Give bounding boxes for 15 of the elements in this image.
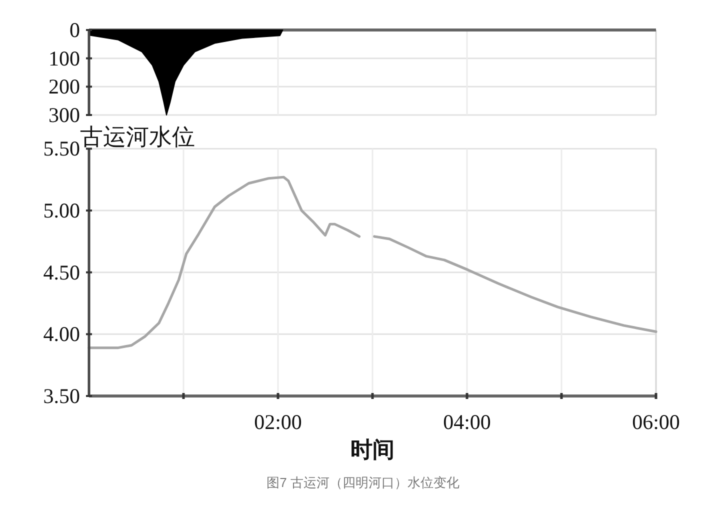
- y-tick-label: 4.00: [43, 322, 80, 346]
- y-axis-title: 古运河水位: [80, 124, 195, 150]
- y-tick-label: 5.00: [43, 198, 80, 223]
- x-tick-label: 04:00: [443, 410, 491, 434]
- x-tick-label: 02:00: [254, 410, 302, 434]
- x-axis-title: 时间: [350, 437, 394, 462]
- y-tick-label: 5.50: [43, 136, 80, 161]
- y-tick-label: 0: [70, 18, 80, 42]
- y-tick-label: 4.50: [43, 260, 80, 284]
- y-tick-label: 100: [48, 46, 80, 70]
- y-tick-label: 300: [48, 103, 80, 127]
- y-tick-label: 200: [48, 74, 80, 99]
- y-tick-label: 3.50: [43, 384, 80, 408]
- x-tick-label: 06:00: [632, 410, 680, 434]
- caption: 图7 古运河（四明河口）水位变化: [266, 475, 460, 490]
